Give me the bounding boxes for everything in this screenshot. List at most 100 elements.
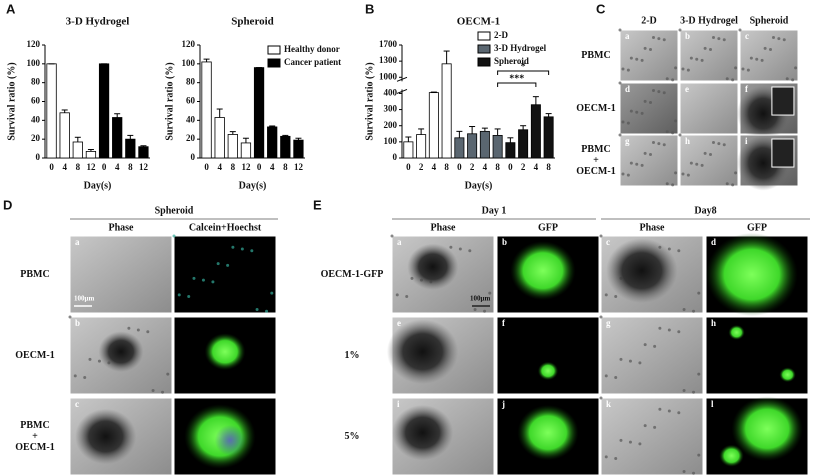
error-bar [114,113,121,118]
cell [731,78,735,82]
micrograph [738,28,799,82]
cell [657,90,661,94]
cell [643,46,647,50]
legend-swatch [477,31,491,41]
micrograph [678,133,739,187]
cell [648,152,652,156]
image-letter: f [502,318,506,328]
micrograph [618,28,679,82]
cell [681,67,685,71]
cell [686,68,690,72]
cell [640,163,644,167]
column-header: Calcein+Hoechst [189,222,262,233]
cell [83,376,87,380]
error-bar [469,126,476,134]
cell [695,162,699,166]
image-letter: l [711,399,714,409]
cell [692,309,696,313]
micrograph [705,396,809,476]
error-bar [61,109,68,113]
row-label: OECM-1 [576,166,615,177]
cell [667,328,671,332]
y-tick-label: 40 [186,114,196,124]
inset [771,138,795,168]
error-bar [229,131,236,135]
chart-title: Spheroid [231,16,274,28]
micrograph [69,397,173,476]
cell [599,234,603,238]
cell [785,77,789,81]
cell [697,291,701,295]
micrograph [599,234,704,314]
error-bar [140,145,147,147]
legend-swatch [267,58,281,68]
cell [749,56,753,60]
cell [618,81,622,85]
cell [390,234,394,238]
cell [717,37,721,41]
cell [614,376,618,380]
cell [405,295,409,299]
column-header: 2-D [641,15,657,26]
row-label: + [593,155,599,166]
panel-label: E [313,197,322,212]
micrograph [496,316,600,395]
image-letter: c [75,399,79,409]
x-tick-label: 4 [115,162,120,172]
x-tick-label: 12 [241,162,251,172]
error-bar [481,127,488,132]
bar [85,151,97,159]
cell [97,359,101,363]
fluorescence [510,241,576,301]
cell [741,67,745,71]
micrograph [737,82,799,142]
cell [635,57,639,61]
error-bar [405,136,412,142]
cell [662,38,666,42]
cell [449,245,453,249]
cell [643,151,647,155]
cell [651,140,655,144]
cell [771,35,775,39]
x-tick-label: 8 [283,162,288,172]
cell [621,172,625,176]
micrograph [68,315,173,395]
fluorescence [779,367,796,383]
error-bar [242,137,249,143]
cell [708,47,712,51]
x-tick-label: 4 [432,162,437,172]
y-tick-label: 300 [384,104,398,114]
image-letter: a [397,237,402,247]
error-bar [456,130,463,138]
micrograph [618,133,679,187]
cell [619,357,623,361]
cell [671,183,675,187]
cell [638,361,642,365]
bar [441,63,452,159]
cell [703,46,707,50]
image-frame [173,235,277,314]
row-label: OECM-1 [15,442,54,453]
cell [136,328,140,332]
image-letter: i [745,136,748,146]
group-header: Spheroid [155,205,194,216]
cell [722,143,726,147]
cell [629,161,633,165]
cell [151,389,155,393]
image-letter: k [606,399,611,409]
error-bar [507,137,514,143]
image-frame [619,82,679,135]
image-letter: g [606,318,611,328]
error-bar [216,108,223,118]
cell [629,56,633,60]
bar [227,134,238,159]
cell [599,315,603,319]
cell [604,293,608,297]
cell [635,162,639,166]
bar [492,134,503,159]
significance-bracket [497,82,537,87]
x-tick-label: 0 [204,162,209,172]
bar [530,104,541,159]
column-header: GFP [747,222,767,233]
image-letter: d [711,237,716,247]
